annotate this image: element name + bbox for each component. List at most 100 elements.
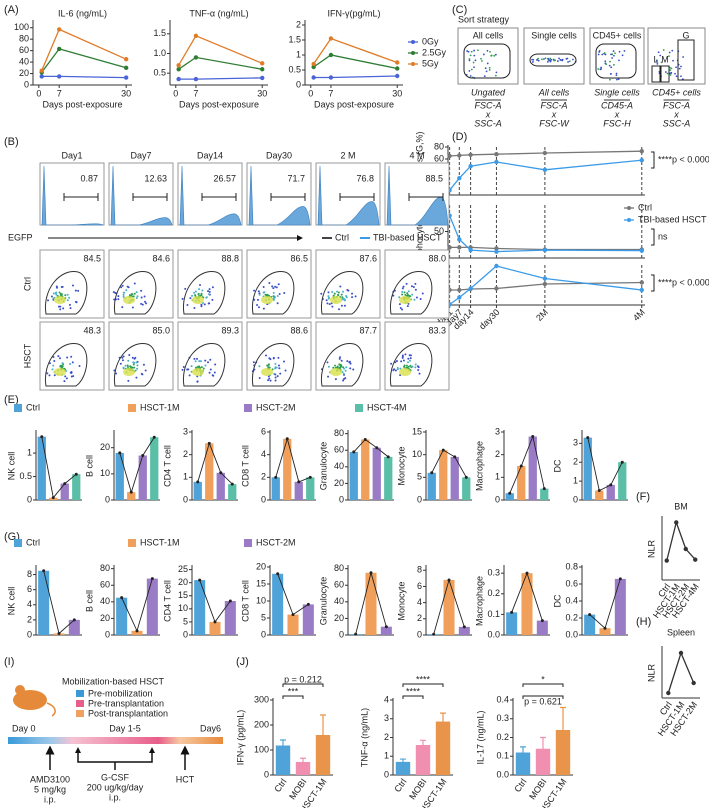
event-dot <box>274 373 277 376</box>
event-dot <box>122 291 125 294</box>
data-point <box>494 286 499 291</box>
bar <box>372 447 381 500</box>
event-dot <box>199 284 202 287</box>
event-dot <box>494 74 497 77</box>
event-dot <box>131 356 134 359</box>
event-dot <box>126 364 129 367</box>
event-dot <box>543 58 545 60</box>
bar <box>395 761 411 775</box>
event-dot <box>415 296 418 299</box>
x-tick-label: 30 <box>121 88 131 98</box>
event-dot <box>413 298 416 301</box>
data-point <box>311 75 316 80</box>
y-tick-label: 40 <box>334 596 344 606</box>
event-dot <box>66 299 69 302</box>
y-axis-label: NK cell <box>6 452 16 481</box>
panel-label: (H) <box>636 616 651 628</box>
event-dot <box>135 376 138 379</box>
event-dot <box>276 295 279 298</box>
y-tick-label: 8 <box>27 569 32 579</box>
event-dot <box>394 369 397 372</box>
trend-point <box>74 472 78 476</box>
event-dot <box>47 299 50 302</box>
bar <box>115 452 124 500</box>
event-dot <box>559 58 562 61</box>
event-dot <box>271 285 274 288</box>
event-dot <box>274 379 277 382</box>
event-dot <box>181 297 184 300</box>
bar <box>205 443 214 500</box>
event-dot <box>400 360 403 363</box>
event-dot <box>405 364 408 367</box>
event-dot <box>326 302 329 305</box>
event-dot <box>52 364 55 367</box>
chart-title: IL-6 (ng/mL) <box>58 8 107 18</box>
histogram-frame <box>39 162 105 226</box>
event-dot <box>271 368 274 371</box>
event-dot <box>262 286 265 289</box>
gate-caption: All cells <box>538 87 570 97</box>
event-dot <box>655 60 658 62</box>
bar <box>415 745 431 775</box>
event-dot <box>253 298 256 301</box>
event-dot <box>597 53 600 56</box>
bar <box>131 630 143 635</box>
y-tick-label: 4 <box>27 599 32 609</box>
event-dot <box>212 374 215 377</box>
event-dot <box>266 364 269 367</box>
event-dot <box>609 60 611 63</box>
event-dot <box>608 64 611 67</box>
event-dot <box>327 375 330 378</box>
density-core <box>54 296 66 304</box>
event-dot <box>604 60 607 63</box>
event-dot <box>342 290 345 293</box>
event-dot <box>136 295 139 298</box>
trend-point <box>430 471 434 475</box>
legend-swatch <box>411 51 415 55</box>
event-dot <box>59 357 62 360</box>
data-point <box>666 690 671 696</box>
y-tick-label: 0 <box>183 494 188 504</box>
y-axis-label: Granulocyte <box>318 442 328 491</box>
event-dot <box>115 372 118 375</box>
event-dot <box>490 54 493 57</box>
data-point <box>447 245 452 250</box>
event-dot <box>122 367 125 370</box>
plot-frame <box>647 27 706 85</box>
series-line <box>41 48 127 73</box>
y-tick-label: 0.4 <box>496 694 509 704</box>
trend-point <box>274 475 278 479</box>
data-point <box>683 546 688 552</box>
event-dot <box>135 361 138 364</box>
y-tick-label: 0 <box>296 79 301 89</box>
error-bar <box>560 706 566 754</box>
legend-label: 0Gy <box>422 36 439 46</box>
y-tick-label: 2 <box>417 613 422 623</box>
bar <box>595 490 604 500</box>
panel-label: (J) <box>236 656 249 668</box>
event-dot <box>327 291 330 294</box>
event-dot <box>342 378 345 381</box>
y-tick-label: 0 <box>261 629 266 639</box>
event-dot <box>407 290 410 293</box>
trend-point <box>72 618 76 622</box>
histogram <box>110 165 173 226</box>
series-line <box>666 520 696 561</box>
event-dot <box>571 58 574 61</box>
event-dot <box>550 58 553 61</box>
bar <box>427 472 436 500</box>
y-tick-label: 1 <box>27 447 32 457</box>
gate-percent: 83.3 <box>428 325 446 335</box>
event-dot <box>327 295 330 298</box>
significance-bracket <box>522 695 564 699</box>
event-dot <box>207 290 210 293</box>
event-dot <box>554 59 556 62</box>
event-dot <box>615 74 618 77</box>
event-dot <box>402 365 405 368</box>
y-axis-label: DC <box>552 459 562 472</box>
event-dot <box>670 67 673 70</box>
y-tick-label: 15 <box>256 578 266 588</box>
event-dot <box>337 291 340 294</box>
y-tick-label: 100 <box>254 744 269 754</box>
